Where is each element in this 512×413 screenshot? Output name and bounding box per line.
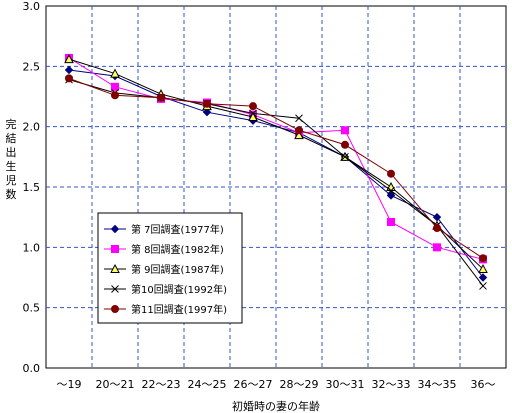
y-axis-title: 完結出生児数	[6, 117, 17, 201]
series-line	[68, 77, 484, 259]
data-point	[295, 114, 303, 123]
x-tick-label: 22～23	[142, 378, 181, 391]
legend-label: 第 9回調査(1987年)	[131, 263, 224, 276]
marker-stroke	[387, 186, 395, 195]
marker-stroke	[249, 109, 257, 118]
y-tick-label: 2.0	[23, 121, 41, 134]
series-line	[68, 79, 484, 287]
data-point	[202, 107, 212, 117]
legend-item: 第 7回調査(1977年)	[104, 223, 224, 236]
data-point	[341, 126, 349, 135]
data-point	[110, 68, 120, 78]
legend-item: 第 8回調査(1982年)	[104, 243, 224, 256]
legend-box	[97, 212, 243, 324]
legend-item: 第11回調査(1997年)	[104, 303, 227, 316]
data-point	[111, 82, 119, 91]
legend-item: 第10回調査(1992年)	[104, 283, 227, 296]
data-point	[64, 54, 74, 64]
legend-marker	[111, 305, 119, 313]
x-tick-label: 32～33	[372, 378, 411, 391]
data-point	[64, 65, 74, 75]
data-point	[249, 102, 257, 111]
data-point	[157, 93, 165, 102]
y-tick-label: 1.0	[23, 241, 41, 254]
marker-stroke	[111, 285, 119, 293]
x-tick-label: 26～27	[234, 378, 273, 391]
data-point	[387, 217, 395, 226]
legend-label: 第10回調査(1992年)	[131, 283, 227, 296]
x-tick-label: 30～31	[326, 378, 365, 391]
marker-stroke	[341, 152, 349, 161]
y-tick-label: 2.5	[23, 60, 41, 73]
data-point	[248, 111, 258, 122]
data-point	[111, 91, 119, 100]
data-point	[341, 140, 349, 149]
legend-marker	[111, 245, 119, 253]
x-axis-title: 初婚時の妻の年齢	[232, 399, 320, 413]
legend-marker	[110, 263, 120, 273]
series-5	[65, 74, 487, 263]
data-point	[433, 224, 441, 233]
x-axis-ticks: ～19 20～21 22～23 24～25 26～27 28～29 30～31 32～33 34…	[57, 378, 496, 391]
y-tick-label: 3.0	[23, 0, 41, 13]
x-tick-label: 24～25	[188, 378, 227, 391]
data-point	[295, 126, 303, 135]
legend-item: 第 9回調査(1987年)	[104, 263, 224, 276]
legend-marker	[110, 224, 120, 234]
legend: 第 7回調査(1977年) 第 8回調査(1982年) 第 9回調査(1987年) 第…	[97, 212, 243, 324]
data-point	[341, 152, 349, 161]
series-group	[64, 53, 488, 290]
series-line	[68, 58, 484, 270]
legend-label: 第11回調査(1997年)	[131, 303, 227, 316]
data-point	[65, 74, 73, 83]
data-point	[479, 282, 487, 290]
y-tick-label: 0.0	[23, 362, 41, 375]
data-point	[479, 254, 487, 263]
x-tick-label: 36～	[471, 378, 496, 391]
legend-label: 第 7回調査(1977年)	[131, 223, 224, 236]
x-tick-label: 28～29	[280, 378, 319, 391]
x-tick-label: 20～21	[96, 378, 135, 391]
data-point	[386, 191, 396, 200]
marker-stroke	[479, 282, 487, 290]
data-point	[387, 186, 395, 195]
data-point	[203, 99, 211, 108]
marker-stroke	[295, 114, 303, 123]
data-point	[294, 130, 304, 140]
legend-marker	[111, 285, 119, 293]
y-axis-ticks: 0.0 0.5 1.0 1.5 2.0 2.5 3.0	[23, 0, 41, 375]
y-tick-label: 1.5	[23, 181, 41, 194]
data-point	[478, 263, 488, 274]
x-tick-label: ～19	[57, 378, 82, 391]
y-tick-label: 0.5	[23, 302, 41, 315]
data-point	[478, 273, 488, 282]
data-point	[433, 243, 441, 252]
data-point	[387, 169, 395, 178]
x-tick-label: 34～35	[418, 378, 457, 391]
legend-label: 第 8回調査(1982年)	[131, 243, 224, 256]
data-point	[249, 109, 257, 118]
series-line	[68, 57, 484, 260]
